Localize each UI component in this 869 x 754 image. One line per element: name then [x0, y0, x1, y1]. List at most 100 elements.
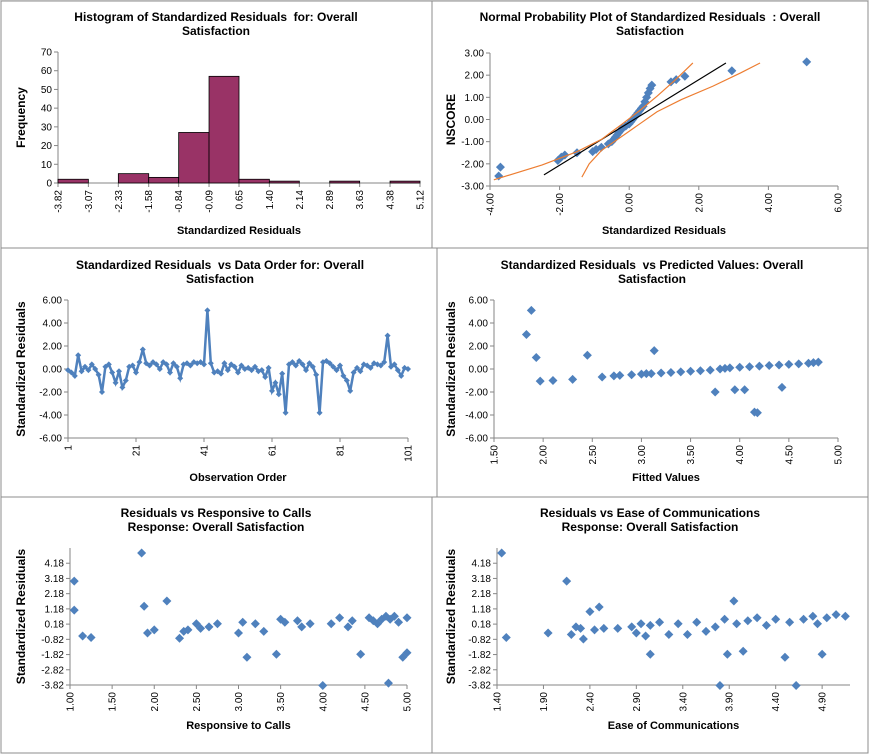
y-tick-label: -4.00 — [465, 411, 488, 422]
marker — [381, 359, 388, 366]
marker — [71, 372, 78, 379]
marker — [673, 619, 683, 629]
y-tick-label: -3.00 — [461, 182, 484, 193]
marker — [265, 364, 272, 371]
marker — [279, 370, 286, 377]
marker — [201, 361, 207, 368]
marker — [727, 66, 737, 76]
marker — [258, 367, 265, 374]
x-tick-label: 4.00 — [318, 692, 329, 712]
marker — [109, 369, 116, 376]
chart-title: Residuals vs Responsive to Calls — [120, 506, 312, 520]
marker — [692, 617, 702, 627]
y-tick-label: 40 — [41, 104, 53, 115]
x-tick-label: 3.50 — [686, 445, 697, 465]
marker — [162, 596, 172, 606]
y-tick-label: -0.82 — [468, 635, 491, 646]
marker — [122, 377, 129, 384]
marker — [292, 362, 299, 369]
marker — [566, 629, 576, 639]
x-tick-label: 4.50 — [784, 445, 795, 465]
marker — [738, 646, 748, 656]
marker — [391, 361, 398, 368]
y-tick-label: 50 — [41, 85, 53, 96]
bar — [238, 178, 270, 184]
marker — [526, 305, 536, 315]
marker — [143, 628, 153, 638]
x-tick-label: 3.00 — [637, 445, 648, 465]
marker — [313, 371, 320, 378]
marker — [95, 371, 102, 378]
marker — [262, 374, 269, 381]
chart-title-box: Histogram of Standardized Residuals for:… — [56, 10, 376, 38]
marker — [238, 617, 248, 627]
marker — [78, 631, 88, 641]
marker — [647, 80, 657, 90]
marker — [175, 633, 185, 643]
y-tick-label: -2.00 — [39, 388, 62, 399]
marker — [187, 362, 194, 369]
chart-subtitle: Response: Overall Satisfaction — [561, 520, 739, 534]
y-axis-label: Frequency — [14, 87, 28, 148]
bar — [389, 180, 421, 184]
x-tick-label: 4.00 — [764, 193, 775, 213]
chart-title-box: Residuals vs Ease of Communications Respo… — [485, 506, 815, 534]
marker — [594, 602, 604, 612]
marker — [170, 360, 177, 367]
marker — [576, 623, 586, 633]
marker — [377, 362, 384, 369]
marker — [535, 376, 545, 386]
marker — [771, 614, 781, 624]
marker — [590, 625, 600, 635]
marker — [715, 680, 725, 690]
chart-title-box: Standardized Residuals vs Data Order for… — [55, 258, 385, 286]
marker — [548, 376, 558, 385]
y-tick-label: 3.18 — [45, 574, 65, 585]
marker — [812, 619, 822, 629]
marker — [730, 385, 740, 395]
marker — [695, 366, 705, 376]
marker — [303, 367, 309, 374]
series-line — [67, 310, 409, 413]
bar — [208, 75, 240, 184]
series-line — [493, 62, 694, 181]
marker — [271, 649, 281, 659]
marker — [299, 361, 306, 368]
y-tick-label: 6.00 — [469, 296, 489, 307]
y-tick-label: 1.18 — [45, 604, 65, 615]
chart-title-box: Residuals vs Responsive to Calls Response… — [51, 506, 381, 534]
marker — [282, 409, 289, 416]
marker — [173, 363, 180, 370]
x-tick-label: 3.40 — [678, 692, 689, 712]
y-tick-label: 4.18 — [45, 559, 65, 570]
marker — [627, 622, 637, 632]
marker — [289, 359, 296, 366]
marker — [799, 614, 809, 624]
marker — [248, 367, 255, 374]
marker — [68, 369, 75, 376]
marker — [710, 387, 720, 397]
bar — [329, 180, 361, 184]
marker — [340, 372, 347, 379]
y-tick-label: 2.18 — [45, 589, 65, 600]
bar — [148, 176, 180, 184]
marker — [207, 360, 214, 367]
marker — [645, 649, 655, 659]
marker — [275, 391, 282, 398]
marker — [831, 610, 841, 620]
marker — [354, 364, 360, 371]
y-tick-label: -6.00 — [465, 434, 488, 445]
marker — [656, 368, 666, 378]
marker — [367, 364, 374, 371]
chart-title: Histogram of Standardized Residuals for:… — [74, 10, 362, 38]
marker — [129, 362, 136, 369]
marker — [250, 619, 260, 629]
x-tick-label: 41 — [200, 445, 211, 457]
marker — [330, 363, 337, 370]
marker — [808, 611, 818, 621]
marker — [296, 357, 303, 364]
chart-title: Standardized Residuals vs Predicted Valu… — [500, 258, 807, 286]
y-tick-label: 3.18 — [472, 574, 492, 585]
x-tick-label: 2.50 — [588, 445, 599, 465]
